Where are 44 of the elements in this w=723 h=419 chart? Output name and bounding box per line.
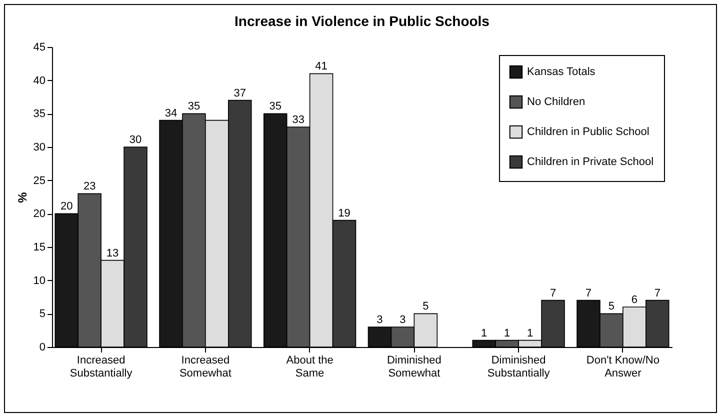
data-label: 3: [400, 314, 406, 326]
data-label: 13: [106, 247, 119, 260]
x-tick-label: Increased Substantially: [70, 354, 133, 380]
legend-label: Children in Public School: [527, 126, 650, 138]
x-tick-label: Increased Somewhat: [179, 354, 232, 380]
data-label: 41: [315, 60, 328, 73]
data-label: 20: [60, 200, 73, 213]
y-tick-label: 40: [33, 74, 46, 87]
data-label: 6: [631, 294, 638, 306]
data-label: 35: [269, 100, 282, 113]
data-label: 7: [550, 287, 556, 300]
x-tick-label: Don't Know/No Answer: [586, 354, 660, 380]
y-tick-label: 0: [39, 342, 46, 354]
y-axis-title: %: [15, 192, 30, 203]
x-tick-label: Diminished Somewhat: [386, 354, 442, 380]
data-label: 33: [292, 114, 304, 126]
data-label: 35: [188, 100, 200, 113]
data-label: 1: [526, 327, 534, 340]
legend-label: Children in Private School: [527, 156, 654, 168]
data-label: 1: [481, 327, 488, 340]
y-tick-label: 25: [33, 174, 46, 187]
data-label: 7: [654, 287, 660, 300]
legend-label: No Children: [527, 96, 586, 108]
data-label: 3: [376, 314, 383, 326]
x-tick-label: About the Same: [286, 354, 334, 380]
data-label: 19: [338, 207, 350, 220]
data-label: 1: [504, 327, 510, 340]
y-tick-label: 20: [33, 208, 46, 220]
legend-label: Kansas Totals: [527, 66, 596, 78]
data-label: 30: [129, 134, 142, 146]
chart-title: Increase in Violence in Public Schools: [234, 13, 490, 29]
data-label: 5: [608, 300, 615, 313]
data-label: 37: [234, 87, 246, 100]
data-label: 34: [164, 107, 178, 120]
y-tick-label: 45: [33, 42, 46, 54]
y-tick-label: 35: [33, 108, 46, 120]
data-label: 5: [422, 300, 429, 313]
y-tick-label: 30: [33, 142, 46, 154]
y-tick-label: 5: [39, 308, 46, 320]
y-tick-label: 15: [33, 242, 46, 254]
y-tick-label: 10: [33, 274, 46, 287]
x-tick-label: Diminished Substantially: [487, 354, 550, 380]
data-label: 23: [83, 180, 96, 193]
data-label: 7: [585, 287, 592, 300]
